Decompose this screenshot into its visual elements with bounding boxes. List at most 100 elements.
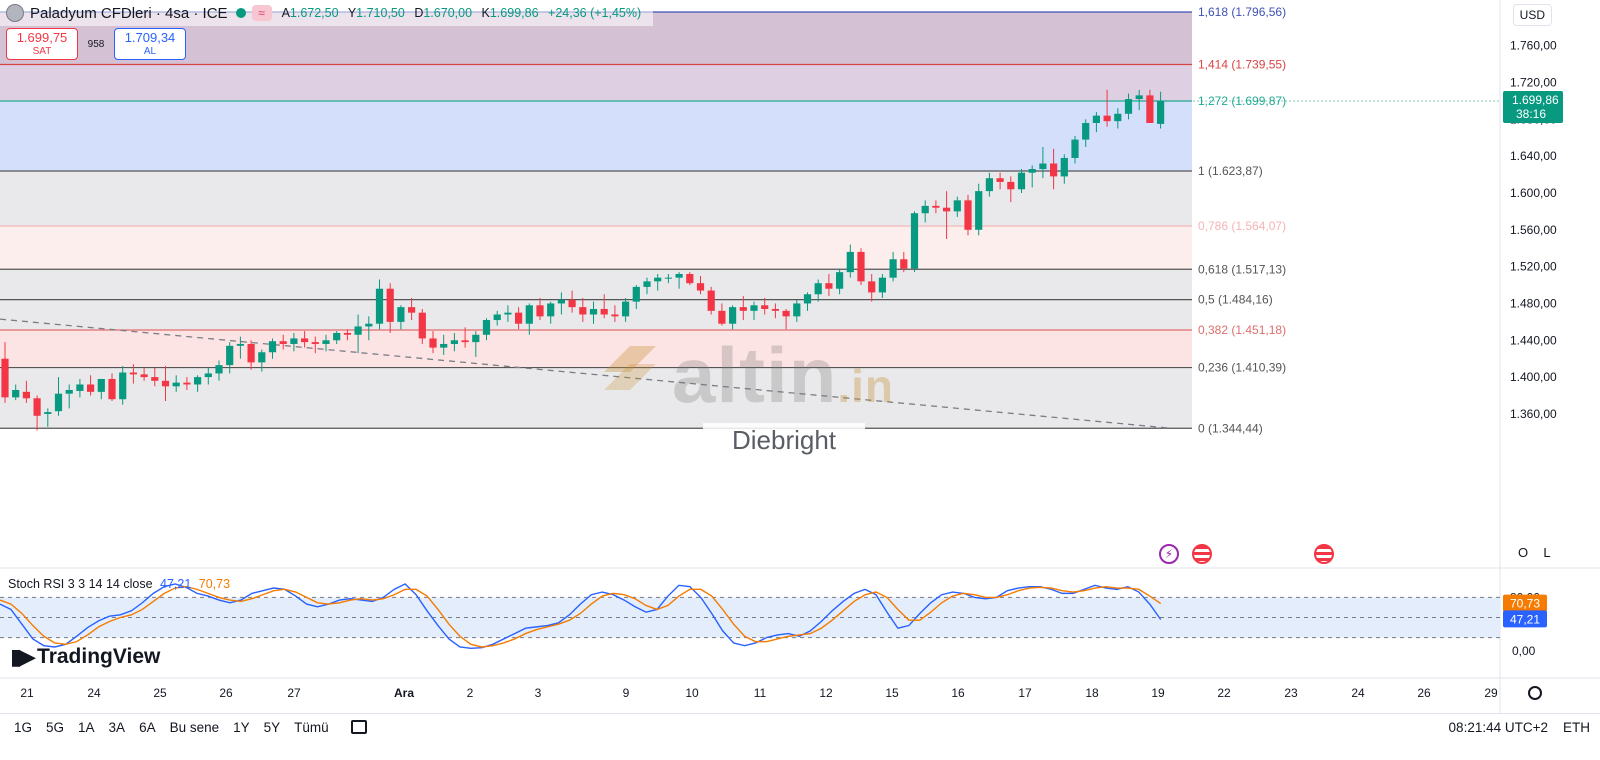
candle-body <box>910 213 919 269</box>
lightning-event-icon[interactable]: ⚡ <box>1159 544 1179 564</box>
period-1g[interactable]: 1G <box>14 719 33 735</box>
buy-price: 1.709,34 <box>124 30 176 45</box>
period-1y[interactable]: 1Y <box>233 719 250 735</box>
period-6a[interactable]: 6A <box>139 719 156 735</box>
stoch-rsi-legend[interactable]: Stoch RSI 3 3 14 14 close 47,21 70,73 <box>8 577 230 591</box>
log-scale-button[interactable]: L <box>1543 545 1551 560</box>
currency-selector[interactable]: USD <box>1512 4 1552 26</box>
time-tick-label: 18 <box>1085 686 1099 700</box>
candle-body <box>814 283 822 295</box>
candle-body <box>119 372 127 400</box>
market-status-icon[interactable] <box>235 8 246 18</box>
price-tick-label: 1.760,00 <box>1510 39 1557 53</box>
candle-body <box>1092 115 1100 123</box>
fib-zone <box>0 299 1192 330</box>
time-tick-label: 15 <box>885 686 899 700</box>
candle-body <box>793 303 801 317</box>
time-tick-label: Ara <box>394 686 414 700</box>
candle-body <box>172 382 180 387</box>
candle-body <box>900 259 908 269</box>
high-value: 1.710,50 <box>356 6 405 20</box>
candle-body <box>547 303 555 317</box>
candle-body <box>1157 100 1165 124</box>
time-tick-label: 10 <box>685 686 699 700</box>
fib-label: 0,5 (1.484,16) <box>1198 293 1273 307</box>
calendar-icon[interactable] <box>350 720 367 734</box>
candle-body <box>408 307 416 313</box>
period-ytd[interactable]: Bu sene <box>169 719 220 735</box>
period-1a[interactable]: 1A <box>78 719 95 735</box>
candle-body <box>1071 139 1079 158</box>
candle-body <box>696 283 705 291</box>
low-label: D <box>414 6 424 20</box>
rsi-d-badge-label: 70,73 <box>1510 597 1540 611</box>
period-all[interactable]: Tümü <box>294 719 329 735</box>
candle-body <box>953 200 961 212</box>
fib-zone <box>0 226 1192 270</box>
candle-body <box>525 305 533 324</box>
sell-button[interactable]: 1.699,75 SAT <box>6 28 78 60</box>
time-tick-label: 12 <box>819 686 833 700</box>
candle-body <box>718 310 726 324</box>
candle-body <box>750 305 758 311</box>
open-value: 1.672,50 <box>289 6 339 20</box>
candle-body <box>333 332 341 341</box>
clock-session[interactable]: 08:21:44 UTC+2 ETH <box>1449 720 1590 735</box>
candle-body <box>1124 99 1133 114</box>
candle-body <box>482 320 491 335</box>
candle-body <box>686 273 694 284</box>
symbol-header[interactable]: Paladyum CFDleri · 4sa · ICE ≈ A1.672,50… <box>0 0 654 26</box>
period-5g[interactable]: 5G <box>46 719 65 735</box>
time-tick-label: 27 <box>287 686 301 700</box>
time-tick-label: 21 <box>20 686 34 700</box>
candle-body <box>375 288 384 324</box>
candle-body <box>1007 181 1015 190</box>
fib-zone <box>0 269 1192 300</box>
period-5y[interactable]: 5Y <box>263 719 281 735</box>
candle-body <box>504 312 512 315</box>
candle-body <box>354 326 362 335</box>
time-tick-label: 24 <box>87 686 101 700</box>
countdown-label: 38:16 <box>1516 107 1546 121</box>
us-flag-event-icon[interactable] <box>1314 544 1334 564</box>
clock-time: 08:21:44 UTC+2 <box>1448 720 1548 735</box>
candle-body <box>943 207 951 212</box>
candle-body <box>461 340 469 343</box>
symbol-title[interactable]: Paladyum CFDleri · 4sa · ICE <box>30 4 228 22</box>
candle-body <box>932 205 940 208</box>
chart-canvas[interactable]: 0 (1.344,44) 0,236 (1.410,39) 0,382 (1.451… <box>0 0 1600 713</box>
price-tick-label: 1.480,00 <box>1510 296 1557 310</box>
fib-zone <box>0 101 1192 171</box>
tradingview-logo[interactable]: ▮▶ TradingView <box>10 644 160 670</box>
wave-icon[interactable]: ≈ <box>251 5 272 21</box>
candle-body <box>589 308 598 315</box>
candle-body <box>921 205 929 214</box>
stoch-rsi-label: Stoch RSI 3 3 14 14 close <box>8 577 153 591</box>
ohlc-readout: A1.672,50 Y1.710,50 D1.670,00 K1.699,86 … <box>282 6 648 20</box>
fib-zone <box>0 170 1192 227</box>
fib-label: 1,414 (1.739,55) <box>1198 57 1286 71</box>
candle-body <box>365 323 373 327</box>
price-tick-label: 1.400,00 <box>1510 370 1557 384</box>
period-3a[interactable]: 3A <box>108 719 126 735</box>
buy-button[interactable]: 1.709,34 AL <box>114 28 186 60</box>
stoch-rsi-d-line <box>0 585 1162 648</box>
candle-body <box>322 340 330 344</box>
candle-body <box>76 384 84 391</box>
close-label: K <box>481 6 490 20</box>
watermark-brand-text: altin <box>672 331 838 419</box>
gear-icon[interactable] <box>1528 686 1542 700</box>
candle-body <box>975 191 983 230</box>
us-flag-event-icon[interactable] <box>1192 544 1212 564</box>
candle-body <box>1028 169 1036 173</box>
stoch-rsi-d-value: 70,73 <box>198 577 231 591</box>
time-tick-label: 2 <box>467 686 474 700</box>
trade-panel: 1.699,75 SAT 958 1.709,34 AL <box>6 28 186 60</box>
candle-body <box>226 345 234 366</box>
candle-body <box>729 307 737 324</box>
candle-body <box>622 301 630 317</box>
sell-label: SAT <box>32 46 52 57</box>
time-tick-label: 23 <box>1284 686 1298 700</box>
candle-body <box>1082 122 1090 140</box>
ohlc-scale-button[interactable]: O <box>1517 545 1529 560</box>
